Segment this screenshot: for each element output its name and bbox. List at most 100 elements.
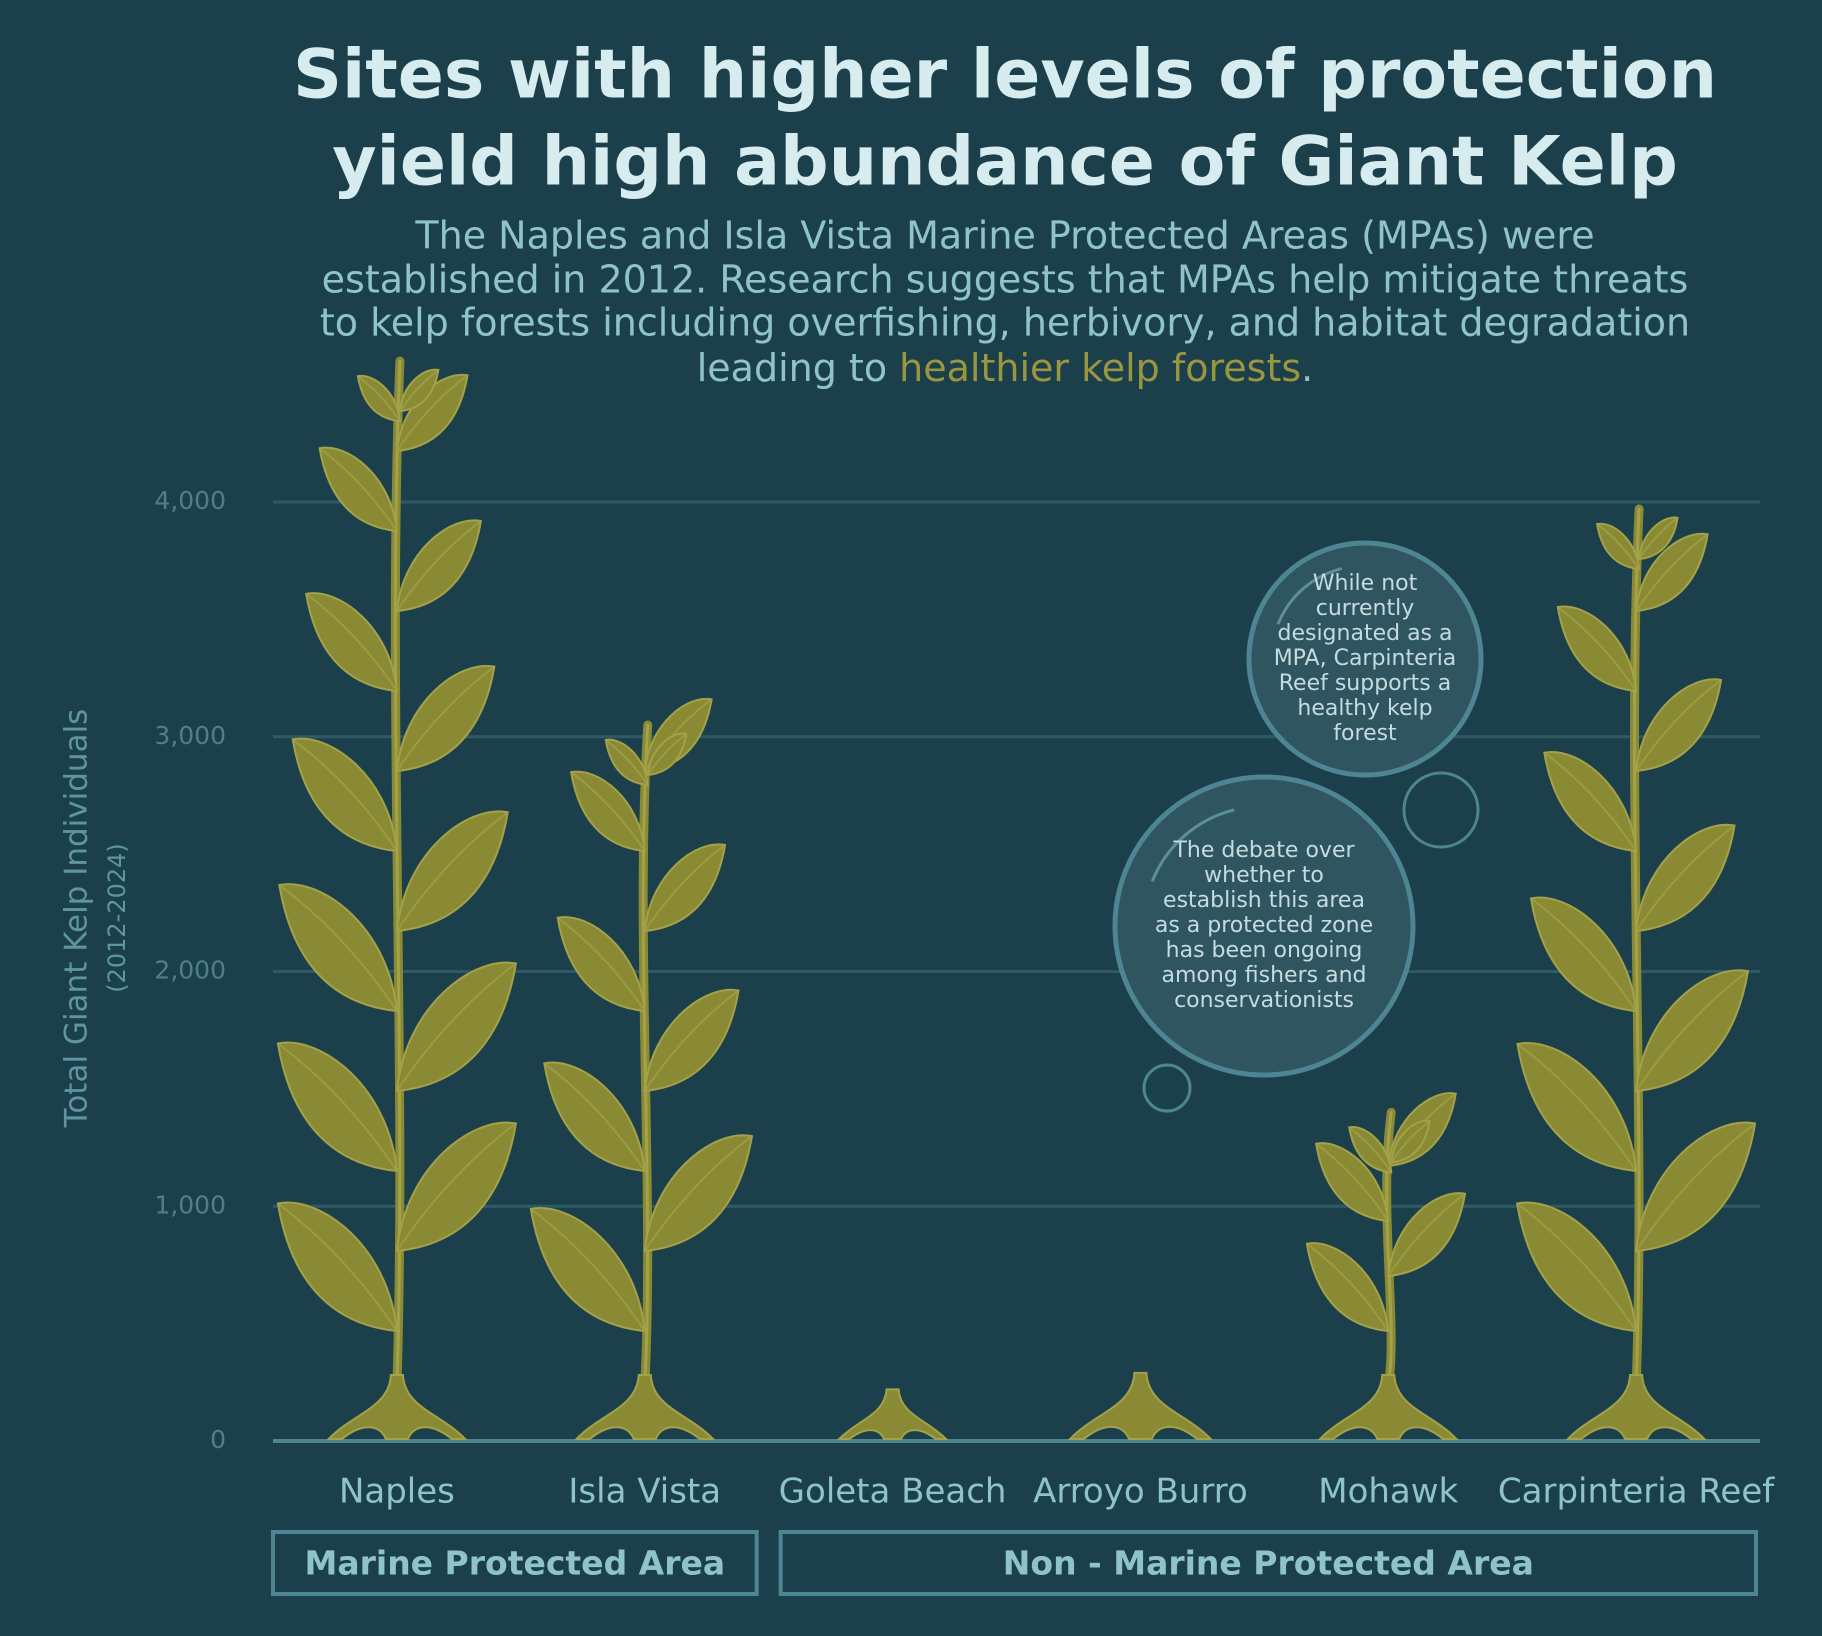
kelp-leaf-vein [357, 375, 401, 422]
y-tick-label: 1,000 [154, 1190, 226, 1219]
annotation-text: The debate over [1172, 838, 1355, 863]
kelp-plant [1067, 1371, 1214, 1440]
x-tick-label: Arroyo Burro [1033, 1472, 1248, 1512]
kelp-leaf [1387, 1192, 1467, 1278]
kelp-leaf [395, 664, 496, 773]
annotation-text: MPA, Carpinteria [1274, 646, 1457, 671]
annotation-text: among fishers and [1162, 963, 1367, 988]
subtitle: established in 2012. Research suggests t… [322, 258, 1689, 302]
kelp-leaf-vein [1306, 1243, 1390, 1332]
annotation-text: has been ongoing [1166, 938, 1363, 963]
kelp-leaf [1556, 605, 1638, 693]
x-tick-label: Goleta Beach [779, 1472, 1007, 1512]
kelp-leaf [1634, 1121, 1757, 1253]
kelp-leaf [276, 1201, 399, 1333]
kelp-leaf [1515, 1201, 1638, 1333]
x-tick-label: Isla Vista [568, 1472, 721, 1512]
bubble-shine [1150, 808, 1235, 882]
kelp-leaf [1634, 532, 1709, 613]
kelp-leaf-vein [543, 1062, 646, 1172]
annotation-text: establish this area [1163, 888, 1365, 913]
kelp-leaf-vein [396, 811, 509, 932]
kelp-leaf-vein [396, 520, 482, 612]
kelp-leaf-vein [1596, 523, 1640, 570]
chart-title: yield high abundance of Giant Kelp [332, 123, 1678, 202]
kelp-plant [836, 1388, 949, 1440]
kelp-leaf-vein [396, 1122, 517, 1252]
y-tick-label: 4,000 [154, 486, 226, 515]
kelp-leaf-vein [1387, 1192, 1466, 1277]
annotation-bubble [1246, 540, 1484, 778]
y-axis-label: Total Giant Kelp Individuals [59, 709, 95, 1129]
kelp-leaf-vein [570, 771, 646, 852]
annotation-text: as a protected zone [1155, 913, 1373, 938]
kelp-leaf-vein [1315, 1142, 1390, 1222]
kelp-leaf [1595, 522, 1641, 571]
annotation-text: While not [1313, 571, 1418, 596]
kelp-leaf [643, 843, 727, 933]
kelp-leaf [1390, 1119, 1431, 1164]
kelp-leaf-vein [396, 962, 517, 1092]
kelp-leaf-vein [1543, 751, 1637, 852]
group-box [271, 1530, 759, 1596]
kelp-leaf-vein [1516, 1043, 1637, 1172]
kelp-leaf-vein [396, 374, 469, 452]
y-tick-label: 0 [210, 1425, 226, 1454]
kelp-holdfast [1565, 1374, 1707, 1440]
group-label: Non - Marine Protected Area [1003, 1544, 1534, 1583]
kelp-leaf [318, 446, 399, 533]
kelp-leaf [1543, 751, 1638, 853]
subtitle-highlight: healthier kelp forests [899, 346, 1301, 390]
y-axis-label: (2012-2024) [103, 843, 131, 993]
kelp-leaf-vein [1516, 1202, 1637, 1332]
annotation-text: currently [1316, 596, 1415, 621]
kelp-leaf [570, 770, 646, 853]
bubble [1142, 1063, 1192, 1113]
kelp-leaf-vein [1635, 679, 1722, 772]
kelp-leaf [395, 810, 509, 933]
kelp-leaf-vein [1635, 1122, 1756, 1252]
annotation-bubble [1112, 774, 1416, 1078]
kelp-leaf [529, 1207, 646, 1333]
kelp-leaf [276, 1041, 399, 1173]
kelp-leaf-vein [1557, 606, 1637, 692]
kelp-leaf [1305, 1242, 1390, 1333]
kelp-plant [529, 697, 754, 1440]
subtitle-part: leading to [697, 346, 899, 390]
kelp-leaf-vein [292, 738, 398, 852]
kelp-leaf [395, 961, 518, 1093]
group-label: Marine Protected Area [305, 1544, 726, 1583]
kelp-leaf-vein [1635, 824, 1736, 932]
kelp-leaf-vein [1635, 533, 1709, 612]
x-tick-label: Carpinteria Reef [1498, 1472, 1775, 1512]
kelp-stem-highlight [1633, 507, 1641, 1388]
kelp-stem-highlight [1385, 1110, 1393, 1388]
kelp-leaf-vein [646, 732, 687, 776]
subtitle: to kelp forests including overfishing, h… [320, 301, 1690, 345]
kelp-leaf [643, 988, 740, 1093]
kelp-leaf [543, 1061, 646, 1173]
x-tick-label: Naples [339, 1472, 455, 1512]
kelp-leaf [395, 1121, 518, 1253]
kelp-leaf-vein [399, 369, 440, 412]
kelp-leaf [398, 368, 440, 413]
kelp-leaf [1634, 823, 1736, 933]
kelp-holdfast [326, 1374, 468, 1440]
subtitle-part: . [1301, 346, 1313, 390]
kelp-leaf-vein [1638, 516, 1679, 560]
kelp-leaf [305, 592, 399, 693]
kelp-leaf-vein [277, 1202, 398, 1332]
kelp-leaf [356, 374, 402, 423]
kelp-leaf-vein [643, 844, 726, 932]
bubble-shine [1276, 567, 1343, 625]
subtitle: leading to healthier kelp forests. [697, 346, 1314, 390]
kelp-holdfast [836, 1388, 949, 1440]
kelp-leaf-vein [278, 884, 398, 1012]
kelp-leaf [1314, 1142, 1390, 1223]
kelp-leaf-vein [396, 665, 495, 772]
kelp-leaf-vein [643, 1135, 753, 1252]
kelp-leaf [278, 883, 399, 1013]
kelp-leaf-vein [1530, 897, 1637, 1012]
kelp-leaf [604, 738, 649, 787]
kelp-leaf [1634, 969, 1750, 1093]
